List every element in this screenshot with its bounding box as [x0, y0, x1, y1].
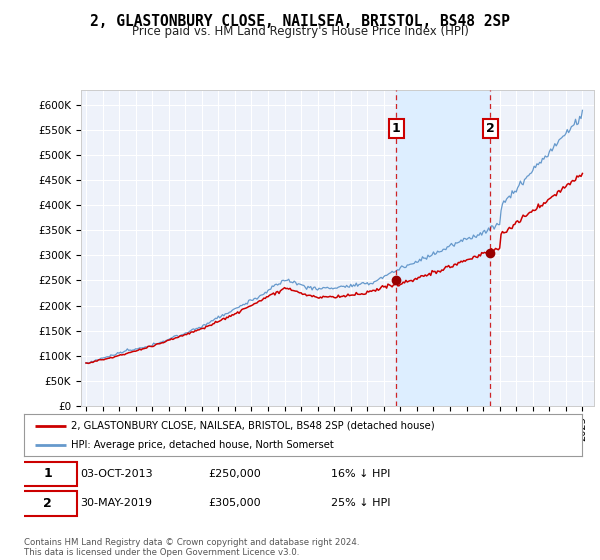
Text: 2: 2 [485, 122, 494, 136]
Text: 25% ↓ HPI: 25% ↓ HPI [331, 498, 391, 508]
Text: 2, GLASTONBURY CLOSE, NAILSEA, BRISTOL, BS48 2SP: 2, GLASTONBURY CLOSE, NAILSEA, BRISTOL, … [90, 14, 510, 29]
Text: Contains HM Land Registry data © Crown copyright and database right 2024.
This d: Contains HM Land Registry data © Crown c… [24, 538, 359, 557]
Text: Price paid vs. HM Land Registry's House Price Index (HPI): Price paid vs. HM Land Registry's House … [131, 25, 469, 38]
Text: 1: 1 [43, 468, 52, 480]
FancyBboxPatch shape [19, 461, 77, 486]
Text: 30-MAY-2019: 30-MAY-2019 [80, 498, 152, 508]
Bar [396, 90, 490, 406]
Text: 1: 1 [392, 122, 401, 136]
Text: 2: 2 [43, 497, 52, 510]
Text: 2, GLASTONBURY CLOSE, NAILSEA, BRISTOL, BS48 2SP (detached house): 2, GLASTONBURY CLOSE, NAILSEA, BRISTOL, … [71, 421, 435, 431]
Text: HPI: Average price, detached house, North Somerset: HPI: Average price, detached house, Nort… [71, 440, 334, 450]
FancyBboxPatch shape [19, 491, 77, 516]
Text: £250,000: £250,000 [208, 469, 261, 479]
Text: £305,000: £305,000 [208, 498, 261, 508]
Text: 16% ↓ HPI: 16% ↓ HPI [331, 469, 390, 479]
Text: 03-OCT-2013: 03-OCT-2013 [80, 469, 152, 479]
